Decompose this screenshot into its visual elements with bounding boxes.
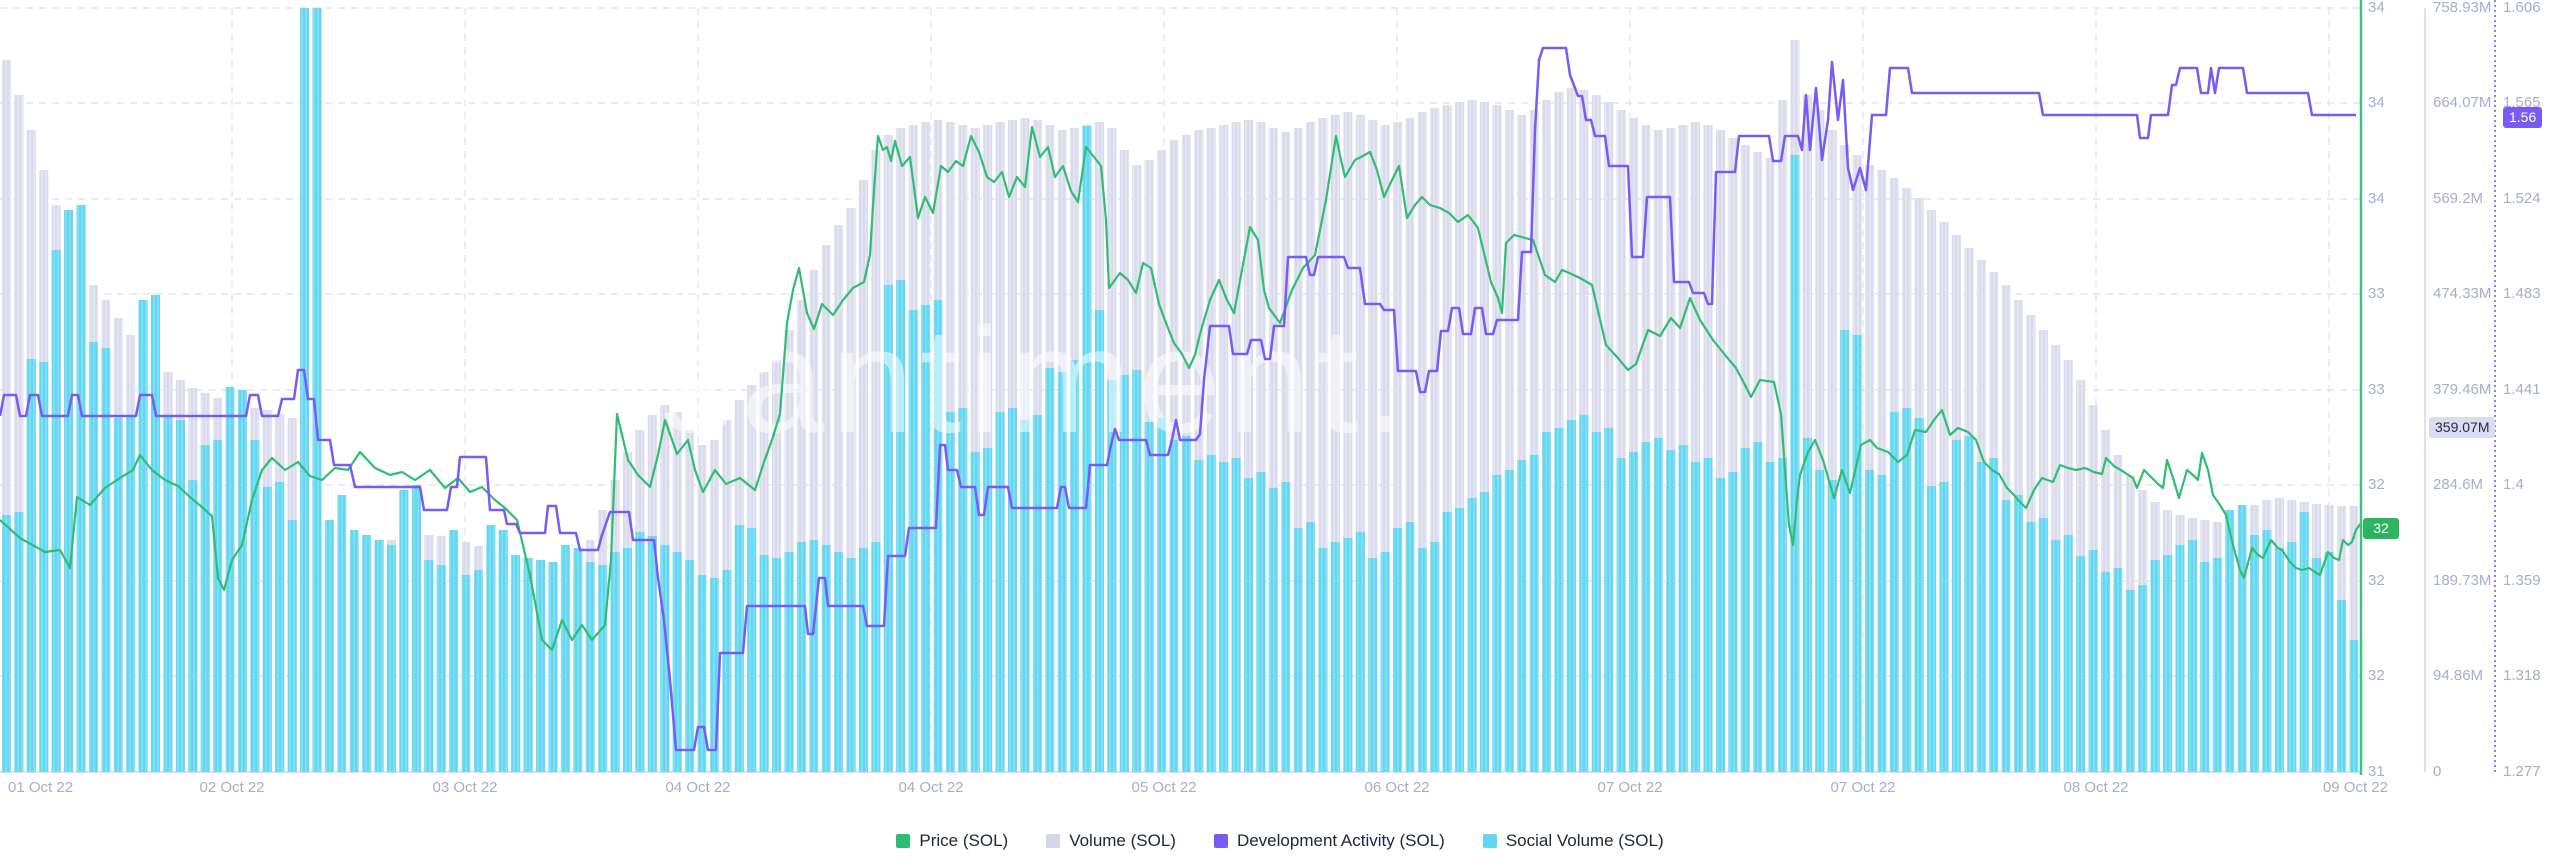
dev-activity-tick: 1.359: [2503, 572, 2541, 589]
volume-tick: 0: [2433, 763, 2442, 780]
date-tick: 04 Oct 22: [898, 779, 964, 796]
date-tick: 04 Oct 22: [665, 779, 731, 796]
volume-tick: 284.6M: [2433, 476, 2484, 493]
price-tick: 34: [2368, 94, 2385, 111]
volume-tick: 189.73M: [2433, 572, 2492, 589]
axis-lines: [2359, 0, 2496, 775]
dev-activity-line: [0, 46, 2356, 752]
price-tick: 32: [2368, 572, 2385, 589]
price-tick: 33: [2368, 285, 2385, 302]
price-tick: 34: [2368, 190, 2385, 207]
price-tick: 34: [2368, 0, 2385, 16]
dev-activity-tick: 1.277: [2503, 763, 2541, 780]
volume-tick: 758.93M: [2433, 0, 2492, 16]
legend-label: Social Volume (SOL): [1505, 831, 1664, 850]
line-series: [0, 46, 2362, 752]
dev-activity-tick: 1.441: [2503, 381, 2541, 398]
date-tick: 01 Oct 22: [8, 779, 74, 796]
volume-tick: 569.2M: [2433, 190, 2484, 207]
date-tick: 06 Oct 22: [1364, 779, 1430, 796]
date-tick: 07 Oct 22: [1830, 779, 1896, 796]
legend-label: Volume (SOL): [1069, 831, 1176, 850]
dev-activity-tick: 1.524: [2503, 190, 2541, 207]
current-volume-badge: 359.07M: [2429, 417, 2496, 438]
dev-activity-tick: 1.318: [2503, 667, 2541, 684]
legend-item-volume[interactable]: Volume (SOL): [1046, 831, 1176, 851]
volume-tick: 474.33M: [2433, 285, 2492, 302]
date-tick: 02 Oct 22: [199, 779, 265, 796]
legend-item-dev[interactable]: Development Activity (SOL): [1213, 831, 1445, 851]
date-tick: 09 Oct 22: [2322, 779, 2388, 796]
date-tick: 07 Oct 22: [1597, 779, 1663, 796]
dev-swatch-icon: [1213, 834, 1228, 848]
current-dev-activity-badge: 1.56: [2503, 107, 2543, 128]
watermark: santiment.: [660, 296, 1412, 464]
date-tick: 05 Oct 22: [1131, 779, 1197, 796]
legend-label: Price (SOL): [919, 831, 1009, 850]
price-tick: 32: [2368, 476, 2385, 493]
price-tick: 32: [2368, 667, 2385, 684]
price-swatch-icon: [896, 834, 911, 848]
dev-activity-tick: 1.565: [2503, 94, 2541, 111]
legend-item-price[interactable]: Price (SOL): [896, 831, 1008, 851]
legend-item-social[interactable]: Social Volume (SOL): [1482, 831, 1664, 851]
social-swatch-icon: [1482, 834, 1497, 848]
dev-activity-tick: 1.4: [2503, 476, 2524, 493]
price-tick: 31: [2368, 763, 2385, 780]
volume-swatch-icon: [1046, 834, 1061, 848]
legend: Price (SOL) Volume (SOL) Development Activ…: [0, 831, 2560, 851]
price-tick: 33: [2368, 381, 2385, 398]
volume-tick: 94.86M: [2433, 667, 2484, 684]
date-tick: 08 Oct 22: [2063, 779, 2129, 796]
date-tick: 03 Oct 22: [432, 779, 498, 796]
legend-label: Development Activity (SOL): [1236, 831, 1445, 850]
dev-activity-tick: 1.483: [2503, 285, 2541, 302]
social-volume-bars: [2, 8, 2359, 772]
dev-activity-tick: 1.606: [2503, 0, 2541, 16]
current-price-badge: 32: [2363, 518, 2399, 539]
volume-tick: 664.07M: [2433, 94, 2492, 111]
volume-tick: 379.46M: [2433, 381, 2492, 398]
